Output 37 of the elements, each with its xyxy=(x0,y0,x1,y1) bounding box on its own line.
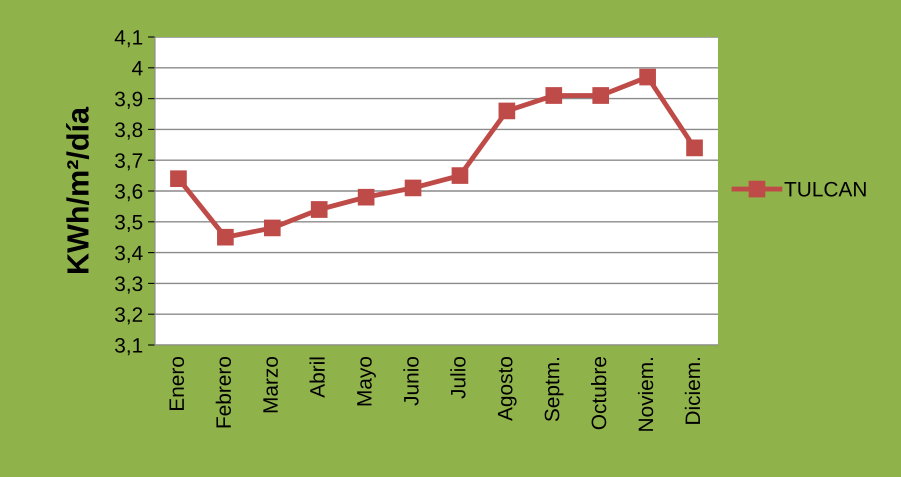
x-tick-label: Junio xyxy=(403,356,419,406)
y-tick-label: 3,7 xyxy=(115,153,142,170)
x-tick-label: Noviem. xyxy=(638,358,654,431)
y-tick-label: 3,3 xyxy=(115,276,142,294)
x-tick-label: Marzo xyxy=(263,356,278,412)
y-tick-label: 3,1 xyxy=(115,338,142,356)
x-tick-label: Agosto xyxy=(498,356,517,421)
y-tick-label: 3,4 xyxy=(115,246,143,263)
point xyxy=(686,140,703,156)
point xyxy=(217,228,234,246)
y-tick-label: 3,9 xyxy=(115,92,142,109)
x-tick-label: Octubre xyxy=(591,357,606,430)
y-tick-label: 4 xyxy=(132,61,143,76)
point xyxy=(264,220,281,236)
point xyxy=(639,68,656,86)
point xyxy=(498,102,516,120)
y-tick-label: 3,6 xyxy=(115,184,142,202)
point xyxy=(310,201,328,218)
point xyxy=(592,87,610,104)
y-tick-label: 4,1 xyxy=(114,30,142,48)
x-tick-label: Julio xyxy=(450,356,466,399)
point xyxy=(545,87,562,104)
point xyxy=(170,170,187,188)
x-tick-label: Enero xyxy=(170,356,184,410)
y-tick-label: 3,2 xyxy=(115,307,142,324)
x-tick-label: Septm. xyxy=(544,358,564,422)
point xyxy=(404,180,422,196)
x-tick-label: Diciem. xyxy=(684,358,700,424)
point xyxy=(358,188,374,206)
x-tick-label: Febrero xyxy=(216,356,231,428)
x-tick-label: Mayo xyxy=(357,356,376,406)
y-tick-label: 3,5 xyxy=(115,214,142,232)
legend-label: TULCAN xyxy=(784,182,866,197)
y-tick-label: 3,8 xyxy=(115,122,142,140)
x-tick-label: Abril xyxy=(310,358,325,398)
point xyxy=(452,167,468,184)
y-axis-title: KWh/m²/día xyxy=(66,106,90,273)
